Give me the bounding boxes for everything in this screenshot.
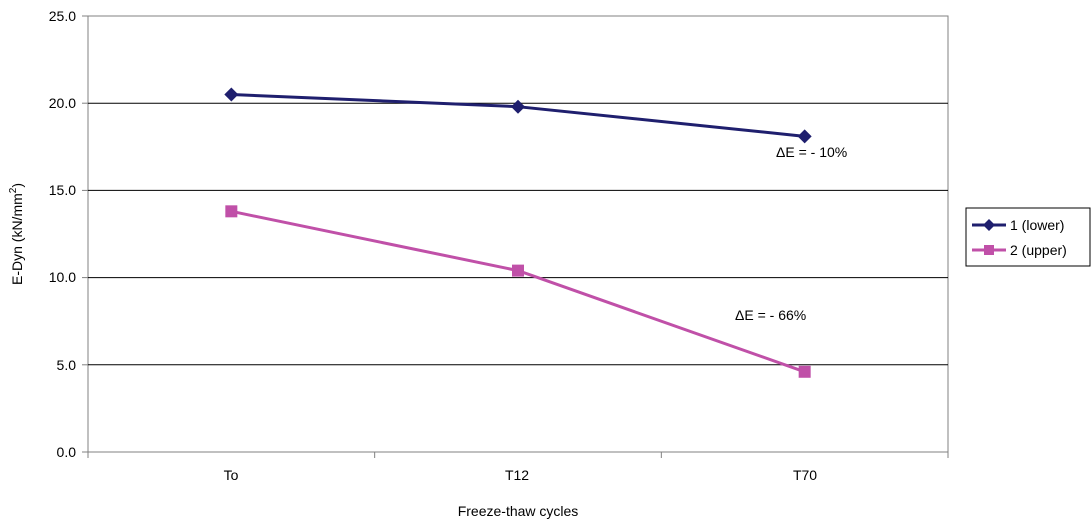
legend-label-series-1: 1 (lower) xyxy=(1010,217,1064,233)
y-axis-title: E-Dyn (kN/mm2) xyxy=(8,183,25,285)
y-tick-label: 15.0 xyxy=(49,182,76,198)
data-point-series-2 xyxy=(225,205,238,218)
y-tick-label: 10.0 xyxy=(49,269,76,285)
data-point-series-1 xyxy=(224,87,239,102)
legend-marker-series-2 xyxy=(984,245,994,255)
y-tick-label: 25.0 xyxy=(49,8,76,24)
legend-box xyxy=(965,207,1091,267)
legend-marker-series-1 xyxy=(983,219,995,231)
y-axis-title-tail: ) xyxy=(9,183,25,188)
x-tick-label: To xyxy=(224,467,239,483)
gridlines xyxy=(82,15,949,458)
y-tick-label: 0.0 xyxy=(57,444,77,460)
y-tick-label: 5.0 xyxy=(57,357,77,373)
y-axis-title-superscript: 2 xyxy=(8,187,19,193)
series-layer xyxy=(224,87,812,378)
x-tick-label: T12 xyxy=(505,467,529,483)
plot-area xyxy=(87,15,949,453)
data-point-series-2 xyxy=(798,365,811,378)
x-axis-title: Freeze-thaw cycles xyxy=(458,503,579,519)
data-point-series-1 xyxy=(511,99,525,114)
legend-label-series-2: 2 (upper) xyxy=(1010,242,1067,258)
x-tick-label: T70 xyxy=(793,467,817,483)
legend: 1 (lower) 2 (upper) xyxy=(965,207,1091,267)
x-tick-labels: To T12 T70 xyxy=(224,467,818,483)
y-tick-label: 20.0 xyxy=(49,95,76,111)
data-point-series-1 xyxy=(797,129,812,144)
annotation-series-2: ΔE = - 66% xyxy=(735,307,806,323)
data-point-series-2 xyxy=(512,264,524,277)
y-tick-labels: 0.0 5.0 10.0 15.0 20.0 25.0 xyxy=(49,8,76,460)
y-axis-title-main: E-Dyn (kN/mm xyxy=(9,193,25,285)
annotation-series-1: ΔE = - 10% xyxy=(776,144,847,160)
